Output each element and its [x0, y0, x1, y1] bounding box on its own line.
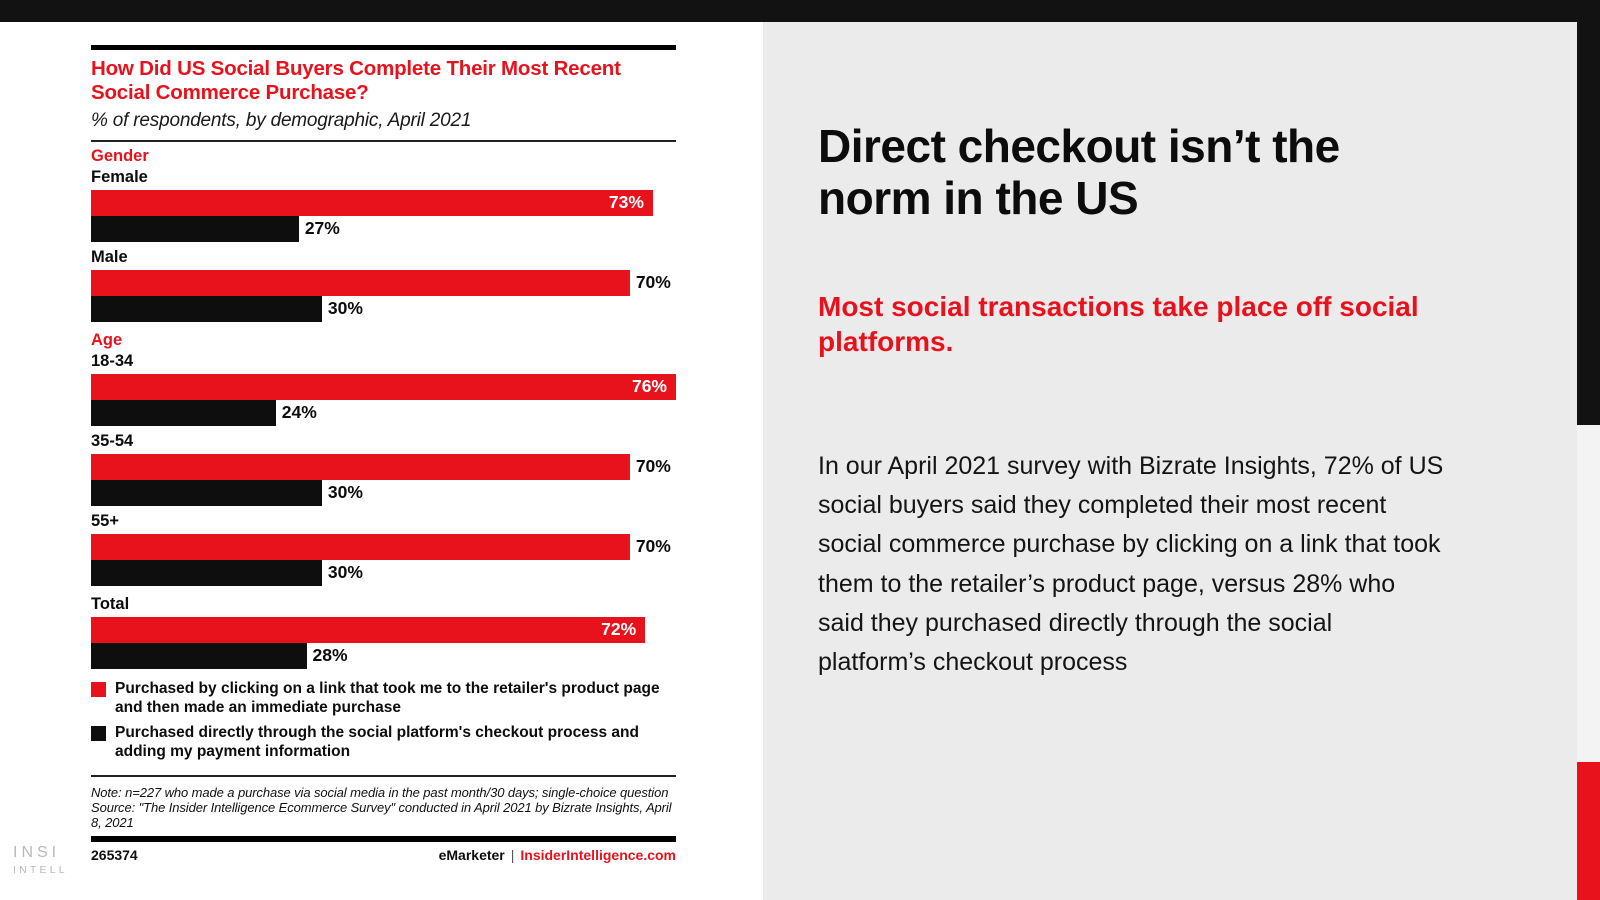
direct-bar-line: 27%	[91, 215, 676, 242]
direct-bar-line: 24%	[91, 399, 676, 426]
chart-subtitle: % of respondents, by demographic, April …	[91, 109, 472, 131]
link-bar-line: 70%	[91, 269, 676, 296]
commentary-panel: Direct checkout isn’t the norm in the US…	[763, 22, 1577, 900]
link-value-label: 76%	[631, 376, 667, 397]
legend-swatch	[91, 725, 106, 741]
chart-top-rule	[91, 45, 676, 50]
bar-row: 18-34 76% 24%	[91, 352, 676, 426]
link-value-label: 73%	[608, 192, 644, 213]
direct-bar-line: 30%	[91, 559, 676, 586]
category-label: Total	[91, 594, 130, 613]
legend-label: Purchased directly through the social pl…	[115, 723, 639, 760]
direct-bar	[91, 399, 276, 426]
chart-footer: 265374 eMarketer | InsiderIntelligence.com	[91, 847, 676, 863]
bar-row: Female 73% 27%	[91, 168, 676, 242]
legend-item: Purchased directly through the social pl…	[91, 723, 676, 761]
direct-bar	[91, 215, 299, 242]
logo-line-insider: INSI	[13, 845, 61, 861]
link-bar	[91, 453, 630, 480]
legend-item: Purchased by clicking on a link that too…	[91, 679, 676, 717]
chart-note: Note: n=227 who made a purchase via soci…	[91, 784, 669, 800]
bar-chart: Gender Female 73% 27% Male 70% 30% Age 18-34 76% 2…	[91, 147, 676, 669]
insider-intelligence-logo: INSI INTELL	[13, 845, 82, 876]
logo-line-intelligence: INTELL	[13, 864, 68, 876]
direct-bar-line: 30%	[91, 479, 676, 506]
bar-row: Total 72% 28%	[91, 595, 676, 669]
direct-bar	[91, 642, 307, 669]
brand-separator: |	[510, 847, 515, 864]
right-edge-black-strip	[1577, 22, 1600, 425]
link-bar: 76%	[91, 373, 676, 400]
note-rule	[91, 774, 676, 777]
section-label: Gender	[91, 146, 149, 165]
top-black-bar	[0, 0, 1600, 22]
direct-value-label: 27%	[304, 218, 340, 239]
link-value-label: 70%	[635, 536, 671, 557]
category-label: 18-34	[91, 351, 134, 370]
bar-row: Male 70% 30%	[91, 248, 676, 322]
link-bar: 73%	[91, 189, 653, 216]
category-label: Female	[91, 167, 148, 186]
chart-legend: Purchased by clicking on a link that too…	[91, 679, 676, 761]
link-value-label: 70%	[635, 272, 671, 293]
link-bar: 72%	[91, 616, 646, 643]
right-edge-light-strip	[1577, 425, 1600, 762]
direct-value-label: 30%	[327, 482, 363, 503]
body-paragraph: In our April 2021 survey with Bizrate In…	[818, 451, 1444, 677]
category-label: 35-54	[91, 431, 134, 450]
chart-title: How Did US Social Buyers Complete Their …	[91, 57, 621, 104]
link-bar-line: 72%	[91, 616, 676, 643]
link-bar-line: 73%	[91, 189, 676, 216]
section-label: Age	[91, 330, 123, 349]
legend-swatch	[91, 681, 106, 697]
direct-bar	[91, 479, 322, 506]
bar-row: 35-54 70% 30%	[91, 432, 676, 506]
direct-bar-line: 28%	[91, 642, 676, 669]
direct-value-label: 30%	[327, 298, 363, 319]
direct-value-label: 30%	[327, 562, 363, 583]
subheadline: Most social transactions take place off …	[818, 290, 1419, 357]
chart-id: 265374	[91, 847, 138, 864]
right-edge-red-strip	[1577, 762, 1600, 900]
chart-header-rule	[91, 139, 676, 142]
direct-value-label: 24%	[281, 402, 317, 423]
link-bar	[91, 533, 630, 560]
category-label: 55+	[91, 511, 119, 530]
direct-bar-line: 30%	[91, 295, 676, 322]
chart-source: Source: "The Insider Intelligence Ecomme…	[91, 799, 672, 830]
brand-insiderintelligence-url: InsiderIntelligence.com	[520, 847, 676, 864]
link-bar-line: 70%	[91, 533, 676, 560]
legend-label: Purchased by clicking on a link that too…	[115, 679, 660, 716]
link-bar	[91, 269, 630, 296]
bar-row: 55+ 70% 30%	[91, 512, 676, 586]
category-label: Male	[91, 247, 128, 266]
headline: Direct checkout isn’t the norm in the US	[818, 120, 1340, 225]
brand-lockup: eMarketer | InsiderIntelligence.com	[439, 847, 676, 863]
direct-value-label: 28%	[312, 645, 348, 666]
link-bar-line: 76%	[91, 373, 676, 400]
link-bar-line: 70%	[91, 453, 676, 480]
chart-card: How Did US Social Buyers Complete Their …	[91, 45, 676, 863]
link-value-label: 72%	[601, 619, 637, 640]
brand-emarketer: eMarketer	[438, 847, 505, 864]
direct-bar	[91, 295, 322, 322]
footer-rule	[91, 836, 676, 843]
link-value-label: 70%	[635, 456, 671, 477]
direct-bar	[91, 559, 322, 586]
